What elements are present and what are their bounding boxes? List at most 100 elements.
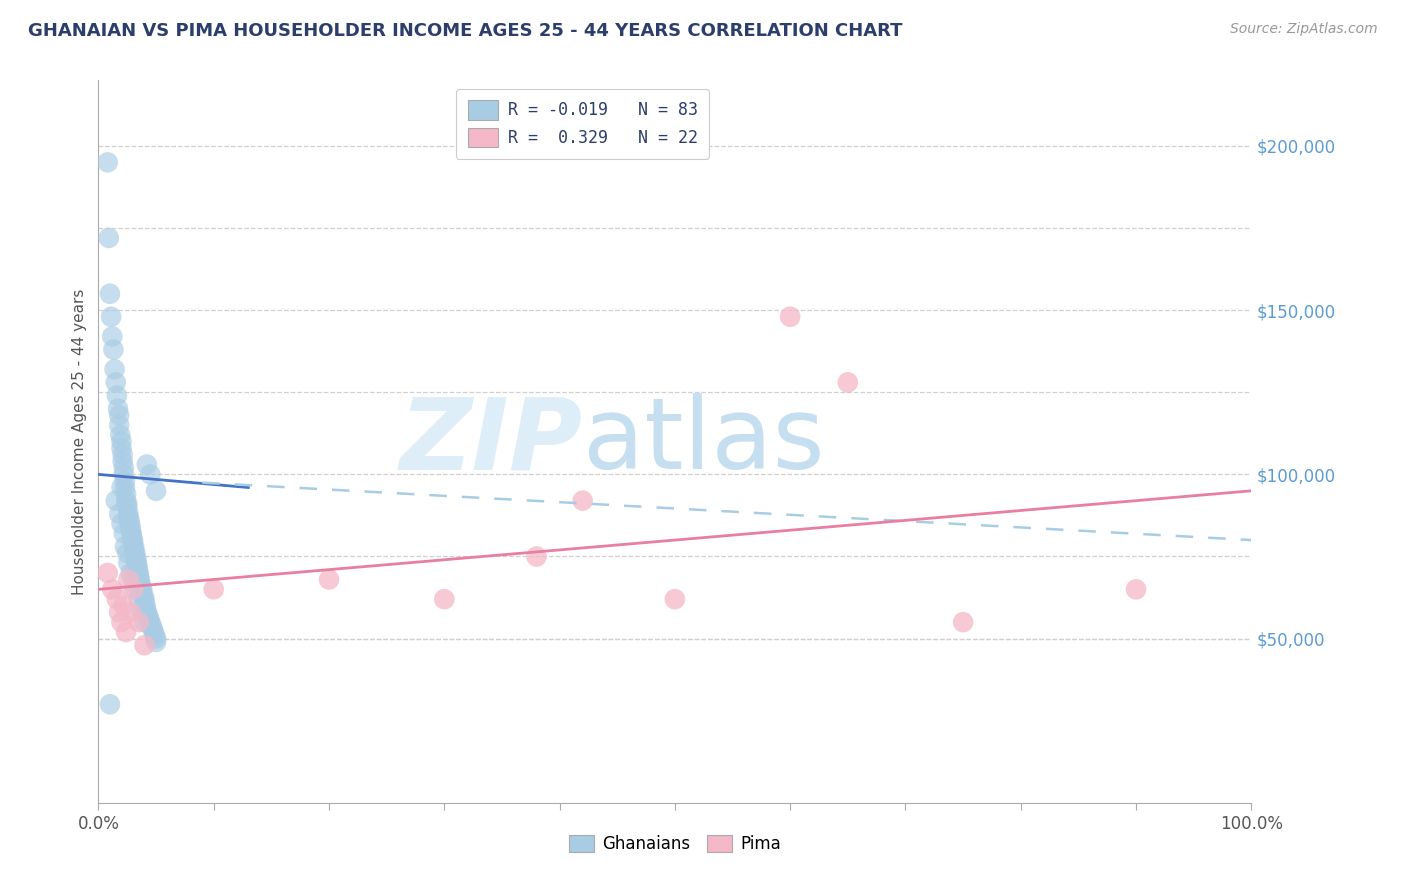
Point xyxy=(98,286,121,301)
Point xyxy=(125,553,148,567)
Point xyxy=(141,618,163,632)
Point xyxy=(128,592,150,607)
Point xyxy=(115,487,138,501)
Point xyxy=(125,556,148,570)
Point xyxy=(202,582,225,597)
Point xyxy=(117,573,139,587)
Point xyxy=(120,566,142,580)
Point xyxy=(124,582,146,597)
Point xyxy=(110,516,132,531)
Point xyxy=(112,526,135,541)
Point xyxy=(138,612,160,626)
Point xyxy=(122,582,145,597)
Point xyxy=(97,231,120,245)
Point xyxy=(105,388,128,402)
Point xyxy=(128,615,150,630)
Legend: Ghanaians, Pima: Ghanaians, Pima xyxy=(562,828,787,860)
Point xyxy=(121,530,143,544)
Point xyxy=(104,493,127,508)
Point xyxy=(108,409,131,423)
Point xyxy=(779,310,801,324)
Point xyxy=(111,448,134,462)
Point xyxy=(124,549,146,564)
Point xyxy=(134,595,156,609)
Point xyxy=(526,549,548,564)
Point xyxy=(97,155,120,169)
Point xyxy=(117,500,139,515)
Point xyxy=(104,376,127,390)
Text: Source: ZipAtlas.com: Source: ZipAtlas.com xyxy=(1230,22,1378,37)
Point xyxy=(139,467,162,482)
Point xyxy=(97,566,120,580)
Point xyxy=(114,481,136,495)
Point xyxy=(571,493,593,508)
Y-axis label: Householder Income Ages 25 - 44 years: Householder Income Ages 25 - 44 years xyxy=(72,288,87,595)
Point xyxy=(107,401,129,416)
Point xyxy=(117,546,139,560)
Point xyxy=(115,493,138,508)
Point xyxy=(117,507,139,521)
Point xyxy=(114,540,136,554)
Point xyxy=(145,635,167,649)
Point xyxy=(112,599,135,613)
Point xyxy=(112,467,135,482)
Point xyxy=(108,605,131,619)
Point xyxy=(1125,582,1147,597)
Point xyxy=(122,542,145,557)
Point xyxy=(100,310,122,324)
Point xyxy=(117,556,139,570)
Point xyxy=(122,573,145,587)
Point xyxy=(129,575,152,590)
Point xyxy=(122,533,145,547)
Point xyxy=(139,615,162,630)
Point xyxy=(117,497,139,511)
Point xyxy=(124,546,146,560)
Point xyxy=(134,638,156,652)
Point xyxy=(114,474,136,488)
Point xyxy=(108,418,131,433)
Point xyxy=(143,628,166,642)
Point xyxy=(318,573,340,587)
Point xyxy=(135,599,157,613)
Point xyxy=(98,698,121,712)
Point xyxy=(120,520,142,534)
Point xyxy=(101,582,124,597)
Point xyxy=(118,513,141,527)
Point xyxy=(136,608,159,623)
Point xyxy=(134,592,156,607)
Point xyxy=(110,481,132,495)
Point xyxy=(122,536,145,550)
Point xyxy=(135,458,157,472)
Point xyxy=(127,559,149,574)
Point xyxy=(145,483,167,498)
Point xyxy=(129,573,152,587)
Point xyxy=(118,516,141,531)
Point xyxy=(135,605,157,619)
Point xyxy=(131,585,153,599)
Point xyxy=(103,362,125,376)
Point xyxy=(127,563,149,577)
Point xyxy=(121,526,143,541)
Point xyxy=(117,510,139,524)
Point xyxy=(108,507,131,521)
Point xyxy=(120,605,142,619)
Point xyxy=(110,441,132,455)
Point xyxy=(433,592,456,607)
Point xyxy=(952,615,974,630)
Point xyxy=(135,602,157,616)
Point xyxy=(837,376,859,390)
Point xyxy=(131,605,153,619)
Point xyxy=(142,622,165,636)
Point xyxy=(112,460,135,475)
Point xyxy=(110,615,132,630)
Point xyxy=(131,582,153,597)
Point xyxy=(132,589,155,603)
Point xyxy=(115,625,138,640)
Point xyxy=(120,523,142,537)
Point xyxy=(129,579,152,593)
Point xyxy=(122,540,145,554)
Point xyxy=(128,566,150,580)
Point xyxy=(128,569,150,583)
Point xyxy=(110,428,132,442)
Point xyxy=(134,615,156,630)
